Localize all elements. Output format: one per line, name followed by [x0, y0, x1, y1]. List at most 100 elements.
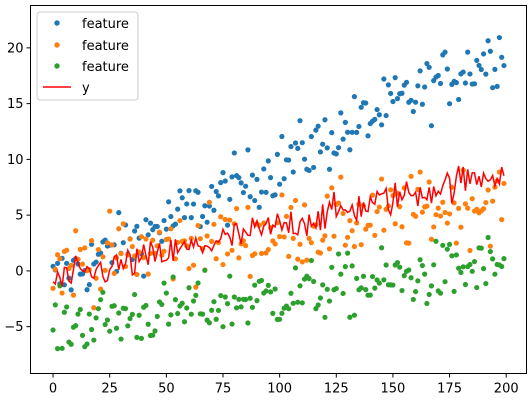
chart-marks — [50, 34, 507, 352]
data-point — [175, 310, 181, 317]
data-point — [390, 282, 396, 288]
data-point — [227, 273, 233, 279]
data-point — [369, 273, 376, 280]
data-point — [485, 187, 491, 193]
x-tick-label: 0 — [49, 382, 57, 397]
legend-label-feature-1: feature — [82, 17, 129, 32]
data-point — [245, 320, 251, 326]
data-point — [88, 241, 95, 247]
x-tick-label: 25 — [101, 382, 118, 397]
data-point — [286, 306, 292, 312]
data-point — [132, 291, 138, 298]
data-point — [419, 101, 425, 107]
data-point — [376, 112, 382, 118]
data-point — [431, 262, 437, 268]
data-point — [412, 99, 419, 105]
data-point — [465, 205, 471, 211]
data-point — [188, 215, 194, 221]
data-point — [456, 96, 462, 103]
data-point — [206, 320, 212, 326]
data-point — [435, 205, 441, 211]
data-point — [213, 256, 219, 262]
data-point — [490, 85, 496, 91]
data-point — [415, 83, 421, 89]
data-point — [186, 188, 192, 194]
data-point — [218, 292, 224, 299]
data-point — [91, 305, 97, 311]
data-point — [50, 285, 56, 291]
data-point — [419, 262, 425, 269]
data-point — [267, 175, 274, 181]
data-point — [295, 145, 301, 152]
data-point — [496, 34, 503, 41]
data-point — [399, 287, 405, 294]
data-point — [379, 176, 385, 182]
data-point — [492, 271, 498, 277]
data-point — [431, 224, 437, 230]
data-point — [229, 321, 235, 327]
data-point — [243, 296, 249, 303]
data-point — [351, 243, 358, 250]
data-point — [487, 48, 493, 54]
data-point — [308, 133, 314, 140]
data-point — [243, 183, 249, 189]
data-point — [345, 250, 351, 256]
data-point — [301, 202, 308, 208]
data-point — [299, 259, 305, 265]
data-point — [478, 245, 484, 251]
data-point — [159, 238, 165, 244]
data-point — [73, 228, 79, 234]
data-point — [317, 149, 324, 155]
data-point — [68, 287, 74, 293]
data-point — [401, 273, 407, 279]
data-point — [444, 66, 450, 72]
data-point — [426, 179, 432, 185]
data-point — [392, 221, 398, 227]
data-point — [215, 193, 222, 199]
data-point — [347, 314, 353, 320]
data-point — [342, 242, 348, 248]
data-point — [197, 236, 203, 242]
data-point — [211, 207, 217, 213]
data-point — [326, 298, 333, 304]
data-point — [349, 263, 355, 269]
data-point — [437, 80, 444, 87]
data-point — [367, 222, 373, 228]
data-point — [138, 234, 145, 240]
data-point — [220, 261, 226, 268]
data-point — [501, 180, 507, 187]
data-point — [224, 251, 231, 257]
data-point — [410, 108, 416, 115]
data-point — [367, 292, 373, 298]
data-point — [170, 274, 176, 280]
data-point — [478, 66, 484, 73]
data-point — [243, 243, 249, 249]
data-point — [193, 292, 199, 298]
data-point — [372, 285, 378, 291]
data-point — [281, 176, 287, 182]
data-point — [236, 255, 242, 261]
data-point — [79, 332, 86, 338]
data-point — [449, 253, 455, 259]
data-point — [141, 273, 147, 279]
y-tick-label: 20 — [7, 41, 24, 56]
data-point — [245, 204, 251, 210]
data-point — [227, 196, 233, 202]
y-tick-label: 15 — [7, 97, 24, 112]
data-point — [272, 192, 278, 198]
data-point — [490, 198, 496, 204]
data-point — [469, 196, 475, 202]
data-point — [161, 248, 167, 254]
data-point — [82, 245, 88, 251]
data-point — [440, 199, 446, 205]
data-point — [247, 194, 253, 200]
data-point — [381, 76, 387, 82]
data-point — [188, 311, 194, 317]
data-point — [299, 140, 305, 146]
data-point — [501, 62, 507, 69]
data-point — [292, 140, 299, 146]
data-point — [227, 217, 233, 223]
data-point — [358, 242, 364, 248]
data-point — [86, 282, 92, 288]
data-point — [145, 271, 151, 277]
